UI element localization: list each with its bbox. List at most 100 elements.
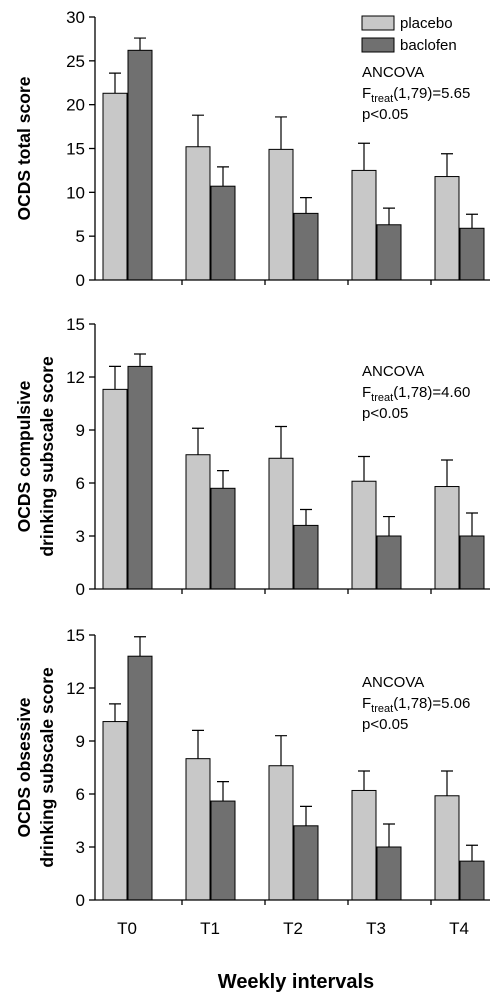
error-bar-baclofen-T1 xyxy=(217,781,229,802)
error-bar-placebo-T2 xyxy=(275,425,287,459)
y-tick-label: 0 xyxy=(76,580,85,599)
error-bar-placebo-T4 xyxy=(441,459,453,487)
error-bar-baclofen-T0 xyxy=(134,353,146,367)
bar-baclofen-T2 xyxy=(293,825,319,901)
bar-placebo-T4 xyxy=(434,795,460,901)
y-tick-label: 12 xyxy=(66,679,85,698)
y-tick-label: 15 xyxy=(66,140,85,159)
error-bar-placebo-T2 xyxy=(275,735,287,766)
bar-placebo-T2 xyxy=(268,148,294,281)
x-tick-label-T1: T1 xyxy=(200,919,220,938)
bar-placebo-T4 xyxy=(434,176,460,281)
annotation-f-stat: Ftreat(1,78)=4.60 xyxy=(362,384,470,404)
y-tick-label: 10 xyxy=(66,183,85,202)
y-tick-label: 20 xyxy=(66,96,85,115)
error-bar-baclofen-T4 xyxy=(466,213,478,229)
error-bar-baclofen-T1 xyxy=(217,166,229,187)
bar-placebo-T0 xyxy=(102,721,128,901)
bar-placebo-T0 xyxy=(102,388,128,590)
y-tick-label: 9 xyxy=(76,421,85,440)
bar-placebo-T2 xyxy=(268,765,294,901)
error-bar-placebo-T2 xyxy=(275,116,287,150)
legend-swatch-baclofen xyxy=(361,37,395,53)
error-bar-baclofen-T2 xyxy=(300,196,312,214)
x-axis-title: Weekly intervals xyxy=(218,971,374,993)
bar-baclofen-T4 xyxy=(459,227,485,281)
error-bar-placebo-T4 xyxy=(441,770,453,796)
error-bar-placebo-T3 xyxy=(358,142,370,171)
error-bar-placebo-T3 xyxy=(358,770,370,791)
bar-baclofen-T4 xyxy=(459,535,485,590)
bar-baclofen-T3 xyxy=(376,535,402,590)
bar-placebo-T4 xyxy=(434,486,460,590)
annotation-p-value: p<0.05 xyxy=(362,716,408,733)
error-bar-placebo-T0 xyxy=(109,72,121,94)
error-bar-baclofen-T3 xyxy=(383,207,395,225)
y-axis-title: OCDS obsessive drinking subscale score xyxy=(14,667,57,868)
legend-label-placebo: placebo xyxy=(400,15,453,32)
bar-baclofen-T0 xyxy=(127,655,153,901)
y-tick-label: 6 xyxy=(76,474,85,493)
error-bar-placebo-T0 xyxy=(109,703,121,722)
error-bar-placebo-T1 xyxy=(192,114,204,147)
bar-placebo-T0 xyxy=(102,92,128,281)
error-bar-baclofen-T0 xyxy=(134,636,146,657)
y-tick-label: 9 xyxy=(76,732,85,751)
error-bar-baclofen-T1 xyxy=(217,470,229,489)
chart-panel-2: 0 3 6 9 12 15 OCDS compulsive drinking subscale… xyxy=(14,315,490,599)
bar-placebo-T3 xyxy=(351,169,377,281)
error-bar-baclofen-T3 xyxy=(383,823,395,847)
x-tick-label-T2: T2 xyxy=(283,919,303,938)
error-bar-baclofen-T3 xyxy=(383,515,395,536)
bar-placebo-T1 xyxy=(185,146,211,281)
y-tick-label: 15 xyxy=(66,315,85,334)
bar-baclofen-T0 xyxy=(127,49,153,281)
annotation-test: ANCOVA xyxy=(362,674,424,691)
y-tick-label: 30 xyxy=(66,8,85,27)
chart-panel-1: 0 5 10 15 20 25 30 OCDS total score ANCOVA Ftreat… xyxy=(14,8,490,290)
annotation-test: ANCOVA xyxy=(362,363,424,380)
bar-baclofen-T3 xyxy=(376,224,402,281)
y-tick-label: 15 xyxy=(66,626,85,645)
annotation-test: ANCOVA xyxy=(362,64,424,81)
error-bar-placebo-T1 xyxy=(192,729,204,759)
error-bar-placebo-T3 xyxy=(358,455,370,482)
error-bar-baclofen-T4 xyxy=(466,512,478,536)
bar-baclofen-T1 xyxy=(210,487,236,590)
bar-placebo-T3 xyxy=(351,480,377,590)
annotation-f-stat: Ftreat(1,79)=5.65 xyxy=(362,85,470,105)
legend-swatch-placebo xyxy=(361,15,395,31)
bar-placebo-T3 xyxy=(351,789,377,901)
chart-panel-3: 0 3 6 9 12 15 OCDS obsessive drinking subscale … xyxy=(14,626,490,910)
bar-baclofen-T2 xyxy=(293,212,319,281)
y-tick-label: 12 xyxy=(66,368,85,387)
error-bar-baclofen-T2 xyxy=(300,805,312,826)
bar-baclofen-T0 xyxy=(127,365,153,590)
y-axis-title: OCDS total score xyxy=(14,76,34,220)
bar-baclofen-T2 xyxy=(293,524,319,590)
x-tick-label-T0: T0 xyxy=(117,919,137,938)
error-bar-baclofen-T2 xyxy=(300,508,312,526)
error-bar-baclofen-T0 xyxy=(134,37,146,51)
x-tick-label-T3: T3 xyxy=(366,919,386,938)
y-tick-label: 5 xyxy=(76,227,85,246)
legend: placebo baclofen xyxy=(361,15,457,54)
y-tick-label: 0 xyxy=(76,271,85,290)
error-bar-placebo-T0 xyxy=(109,365,121,390)
y-axis-title: OCDS compulsive drinking subscale score xyxy=(14,356,57,557)
y-tick-label: 6 xyxy=(76,785,85,804)
bar-baclofen-T1 xyxy=(210,185,236,281)
y-tick-label: 25 xyxy=(66,52,85,71)
annotation-p-value: p<0.05 xyxy=(362,405,408,422)
bar-placebo-T1 xyxy=(185,758,211,901)
bar-baclofen-T1 xyxy=(210,800,236,901)
x-tick-label-T4: T4 xyxy=(449,919,469,938)
bar-baclofen-T3 xyxy=(376,846,402,901)
legend-label-baclofen: baclofen xyxy=(400,37,457,54)
y-tick-label: 0 xyxy=(76,891,85,910)
error-bar-placebo-T1 xyxy=(192,427,204,455)
annotation-f-stat: Ftreat(1,78)=5.06 xyxy=(362,695,470,715)
bar-placebo-T1 xyxy=(185,454,211,590)
bar-baclofen-T4 xyxy=(459,860,485,901)
